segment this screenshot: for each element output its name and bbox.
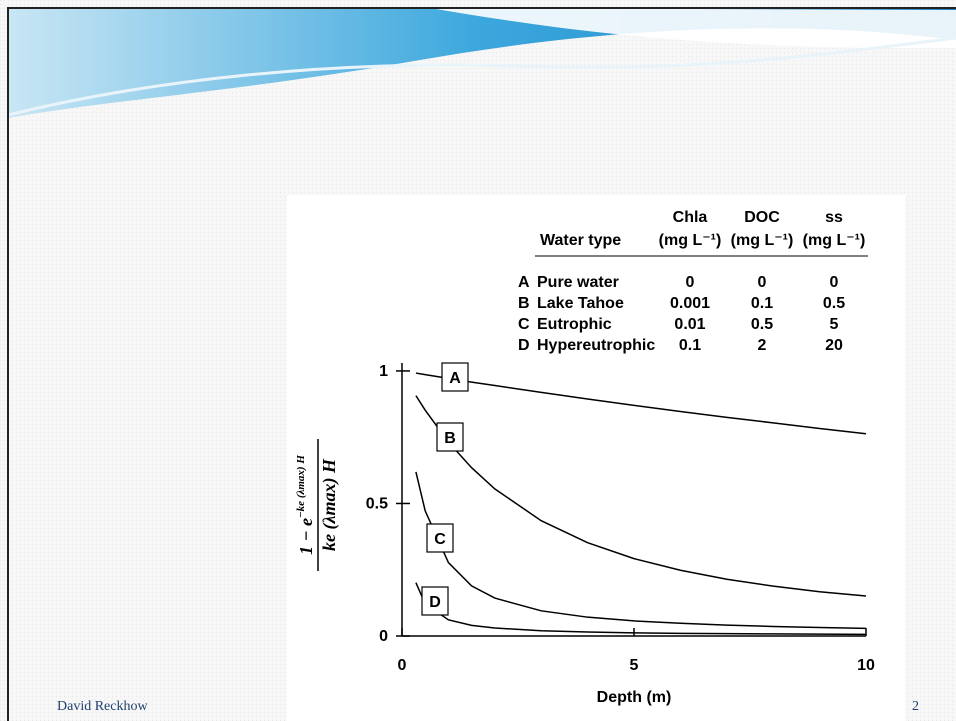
table-cell: 0.5 (823, 295, 845, 312)
table-cell: 0.001 (670, 295, 710, 312)
table-cell: 0.01 (674, 316, 705, 333)
table-cell: 0 (830, 274, 839, 291)
y-tick-label: 0.5 (366, 495, 388, 512)
table-cell: Eutrophic (537, 316, 612, 333)
y-label-base: 1 − e (296, 518, 316, 555)
curve-label: D (429, 594, 441, 611)
table-cell: Hypereutrophic (537, 337, 655, 354)
table-cell: 2 (758, 337, 767, 354)
page: David Reckhow 2 Depth (m) 1 − e−ke (λmax… (0, 0, 956, 721)
footer: David Reckhow (57, 699, 148, 714)
curve-label: B (444, 430, 456, 447)
table-cell: 0 (758, 274, 767, 291)
table-cell: Pure water (537, 274, 619, 291)
table-cell: 0 (686, 274, 695, 291)
x-tick-label: 5 (630, 657, 639, 674)
y-tick-label: 0 (379, 628, 388, 645)
table-cell: 0.1 (679, 337, 701, 354)
y-label-denominator: ke (λmax) H (319, 458, 340, 551)
curve-label: C (434, 531, 446, 548)
table-header: Chla (673, 209, 708, 226)
table-cell: A (518, 274, 530, 291)
table-header: ss (825, 209, 843, 226)
x-tick-label: 0 (398, 657, 407, 674)
table-cell: C (518, 316, 530, 333)
x-axis-label: Depth (m) (597, 689, 672, 706)
table-header: DOC (744, 209, 780, 226)
page-number: 2 (912, 699, 919, 714)
x-tick-label: 10 (857, 657, 875, 674)
table-cell: 0.1 (751, 295, 773, 312)
table-unit: (mg L⁻¹) (803, 232, 866, 249)
table-cell: 5 (830, 316, 839, 333)
table-cell: B (518, 295, 530, 312)
y-tick-label: 1 (379, 363, 388, 380)
table-unit: (mg L⁻¹) (659, 232, 722, 249)
table-cell: 0.5 (751, 316, 773, 333)
table-unit: (mg L⁻¹) (731, 232, 794, 249)
table-cell: D (518, 337, 530, 354)
table-header: Water type (540, 232, 621, 249)
curve-label: A (449, 370, 461, 387)
y-label-exponent: −ke (λmax) H (295, 455, 307, 518)
slide: David Reckhow 2 Depth (m) 1 − e−ke (λmax… (0, 0, 956, 721)
table-cell: Lake Tahoe (537, 295, 624, 312)
table-cell: 20 (825, 337, 843, 354)
